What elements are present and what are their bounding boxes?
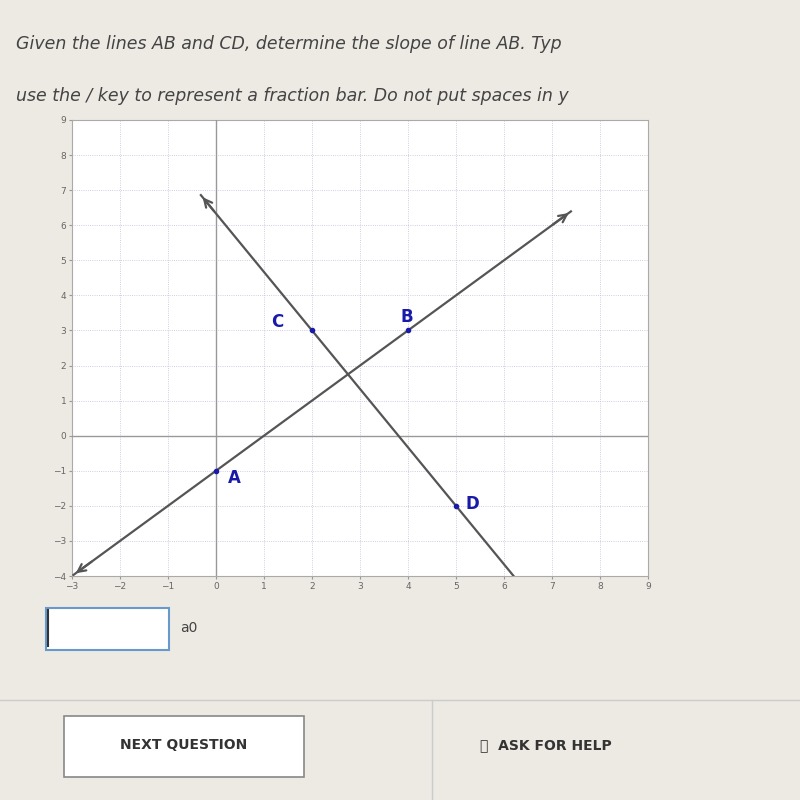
Text: NEXT QUESTION: NEXT QUESTION xyxy=(120,738,248,752)
Text: C: C xyxy=(271,313,283,331)
Text: A: A xyxy=(228,469,241,487)
Bar xyxy=(64,715,304,777)
Text: Given the lines AB and CD, determine the slope of line AB. Typ: Given the lines AB and CD, determine the… xyxy=(16,35,562,53)
Text: D: D xyxy=(466,495,479,514)
Text: a0: a0 xyxy=(180,621,198,635)
Text: use the / key to represent a fraction bar. Do not put spaces in y: use the / key to represent a fraction ba… xyxy=(16,86,569,105)
Text: B: B xyxy=(401,308,414,326)
Text: ⭘  ASK FOR HELP: ⭘ ASK FOR HELP xyxy=(480,738,612,752)
